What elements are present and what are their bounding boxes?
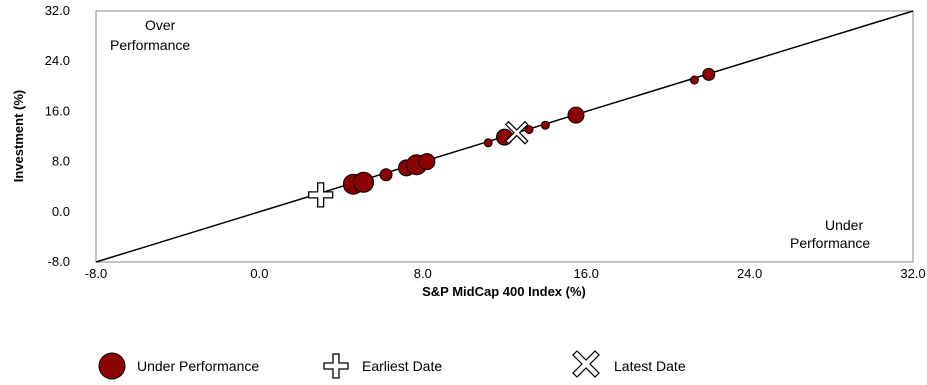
legend-x-icon (572, 350, 600, 378)
y-axis-title: Investment (%) (11, 90, 26, 182)
legend-label-latest-date: Latest Date (614, 358, 686, 374)
under-performance-label-line1: Under (825, 217, 863, 233)
x-tick-label: 24.0 (737, 266, 762, 281)
data-point-under-performance (567, 106, 585, 124)
legend-label-under-performance: Under Performance (137, 358, 259, 374)
latest-date-marker (504, 120, 529, 145)
data-point-under-performance (483, 138, 493, 148)
legend-plus-icon (323, 353, 349, 379)
legend: Under Performance Earliest Date Latest D… (98, 350, 686, 380)
y-tick-label: 0.0 (52, 204, 70, 219)
earliest-date-marker (308, 182, 334, 208)
data-point-under-performance (418, 153, 436, 171)
legend-circle-icon (98, 352, 126, 380)
y-tick-label: 24.0 (45, 53, 70, 68)
x-tick-label: 32.0 (900, 266, 925, 281)
x-axis-ticks: -8.0 0.0 8.0 16.0 24.0 32.0 (85, 266, 926, 281)
x-tick-label: 8.0 (414, 266, 432, 281)
y-axis-ticks: -8.0 0.0 8.0 16.0 24.0 32.0 (45, 3, 70, 269)
plot-frame (95, 10, 914, 263)
data-points (308, 67, 716, 208)
data-point-under-performance (540, 120, 550, 130)
over-performance-label-line2: Performance (110, 37, 190, 53)
y-tick-label: 32.0 (45, 3, 70, 18)
data-point-under-performance (702, 67, 716, 81)
data-point-under-performance (524, 125, 534, 135)
x-tick-label: 16.0 (574, 266, 599, 281)
x-tick-label: 0.0 (250, 266, 268, 281)
over-performance-label-line1: Over (145, 17, 176, 33)
data-point-under-performance (689, 75, 699, 85)
y-tick-label: 8.0 (52, 154, 70, 169)
y-tick-label: 16.0 (45, 103, 70, 118)
y-tick-label: -8.0 (48, 254, 70, 269)
under-performance-label-line2: Performance (790, 235, 870, 251)
x-tick-label: -8.0 (85, 266, 107, 281)
x-axis-title: S&P MidCap 400 Index (%) (422, 284, 586, 299)
data-point-under-performance (379, 168, 393, 182)
data-point-under-performance (353, 171, 375, 193)
legend-label-earliest-date: Earliest Date (362, 358, 442, 374)
